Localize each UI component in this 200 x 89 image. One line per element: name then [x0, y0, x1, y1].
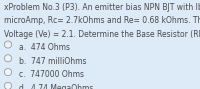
- Ellipse shape: [4, 55, 12, 62]
- Text: b.  747 milliOhms: b. 747 milliOhms: [19, 57, 86, 66]
- Text: a.  474 Ohms: a. 474 Ohms: [19, 43, 70, 52]
- Ellipse shape: [4, 82, 12, 89]
- Text: microAmp, Rc= 2.7kOhms and Re= 0.68 kOhms. The Emitter: microAmp, Rc= 2.7kOhms and Re= 0.68 kOhm…: [4, 16, 200, 25]
- Text: Voltage (Ve) = 2.1. Determine the Base Resistor (Rb).: Voltage (Ve) = 2.1. Determine the Base R…: [4, 30, 200, 39]
- Ellipse shape: [4, 69, 12, 76]
- Text: xProblem No.3 (P3). An emitter bias NPN BJT with Ib= 20: xProblem No.3 (P3). An emitter bias NPN …: [4, 3, 200, 12]
- Ellipse shape: [4, 41, 12, 48]
- Text: c.  747000 Ohms: c. 747000 Ohms: [19, 70, 84, 79]
- Text: d.  4.74 MegaOhms: d. 4.74 MegaOhms: [19, 84, 93, 89]
